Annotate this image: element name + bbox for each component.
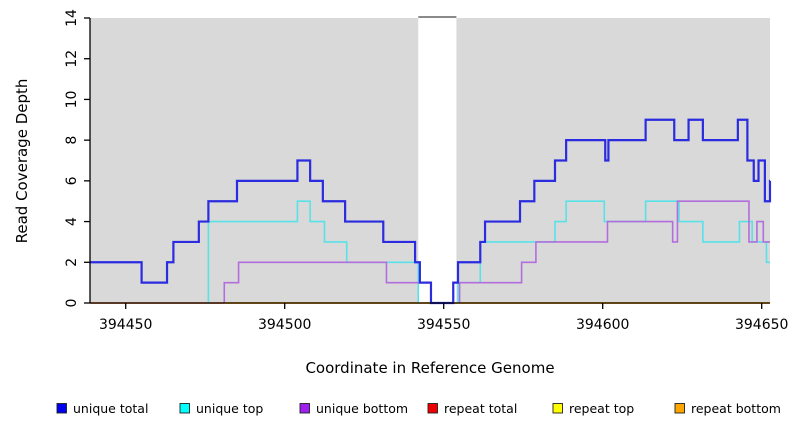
legend-swatch [299,403,310,414]
y-tick-label: 14 [64,9,80,27]
legend-item-repeat-top: repeat top [552,401,634,416]
plot-bg-region [90,18,419,303]
legend-item-unique-top: unique top [179,401,263,416]
legend-swatch [552,403,563,414]
legend: unique total unique top unique bottom repea… [56,401,781,416]
legend-label: repeat top [569,401,634,416]
legend-item-unique-bottom: unique bottom [299,401,408,416]
legend-label: repeat bottom [691,401,781,416]
legend-swatch [179,403,190,414]
y-tick-label: 2 [64,258,80,267]
axes [84,17,770,309]
legend-swatch [427,403,438,414]
plot-bg-region [456,18,770,303]
y-tick-label: 6 [64,176,80,185]
y-tick-label: 12 [64,50,80,68]
legend-item-repeat-total: repeat total [427,401,517,416]
series-unique-top [457,200,770,303]
legend-swatch [56,403,67,414]
x-tick-label: 394450 [99,317,152,333]
x-axis-title: Coordinate in Reference Genome [305,359,554,377]
x-tick-label: 394550 [417,317,470,333]
series-unique-total [90,118,772,305]
y-tick-label: 4 [64,217,80,226]
legend-item-repeat-bottom: repeat bottom [674,401,781,416]
x-tick-label: 394500 [258,317,311,333]
y-tick-label: 0 [64,299,80,308]
legend-label: unique bottom [316,401,408,416]
y-tick-label: 10 [64,91,80,109]
x-tick-label: 394650 [735,317,788,333]
y-tick-label: 8 [64,136,80,145]
legend-label: unique total [73,401,148,416]
legend-label: unique top [196,401,263,416]
y-axis-title: Read Coverage Depth [13,79,31,244]
plot-background [90,16,770,303]
series-unique-bottom [458,200,770,303]
tick-labels: 394450 394500 394550 394600 394650 0 2 4 6 8 10 12 1… [64,9,788,333]
x-tick-label: 394600 [576,317,629,333]
legend-swatch [674,403,685,414]
legend-item-unique-total: unique total [56,401,148,416]
legend-label: repeat total [444,401,517,416]
